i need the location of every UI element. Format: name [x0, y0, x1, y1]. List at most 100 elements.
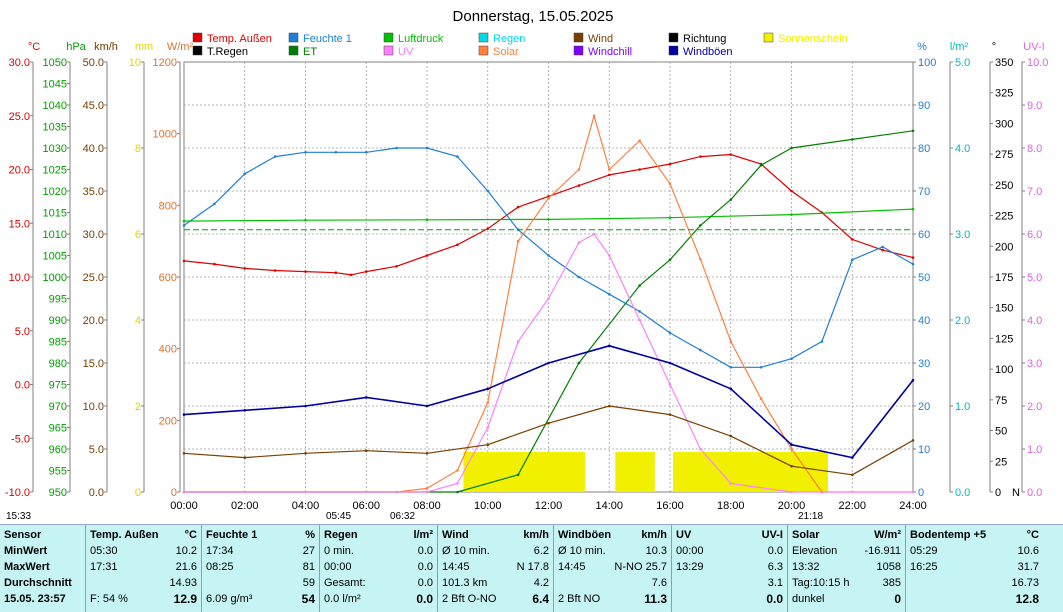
solar-r3-label: Tag:10:15 h [792, 577, 850, 589]
data-point [790, 464, 793, 468]
solar-r1-val: -16.911 [864, 545, 902, 557]
axis-tick-label: 1200 [153, 57, 177, 69]
axis-tick-label: 50 [918, 272, 930, 284]
data-point [759, 163, 763, 167]
axis-unit: hPa [66, 41, 86, 53]
axis-unit: l/m² [950, 41, 969, 53]
axis-tick-label: 350 [995, 57, 1013, 69]
legend-swatch [288, 45, 299, 56]
last-label: 15.05. 23:57 [4, 593, 66, 605]
hum-min-time: 17:34 [206, 545, 234, 557]
wind-r4-label: 2 Bft O-NO [442, 593, 497, 605]
data-point [851, 456, 854, 459]
data-point [365, 449, 368, 453]
data-point [729, 482, 733, 485]
sunshine-bar [673, 452, 828, 492]
axis-tick-label: 1.0 [1027, 444, 1042, 456]
data-point [304, 452, 307, 455]
data-point [456, 155, 459, 158]
gust-last: 11.3 [644, 592, 667, 606]
data-point [790, 443, 793, 447]
uv-r1-label: 00:00 [676, 545, 704, 557]
axis-unit: °C [28, 41, 40, 53]
legend-label: ET [303, 46, 317, 58]
x-tick-label: 12:00 [535, 500, 563, 512]
rain-r4-label: 0.0 l/m² [324, 593, 361, 605]
sun-time-row: 15:33 05:45 06:32 21:18 [0, 511, 1063, 524]
data-point [759, 397, 763, 401]
soil-min-time: 05:29 [910, 545, 938, 557]
gust-r1-val: 10.3 [645, 545, 667, 557]
data-point [638, 284, 641, 287]
legend-label: Luftdruck [398, 33, 444, 45]
axis-tick-label: 400 [159, 344, 177, 356]
axis-tick-label: 100 [995, 364, 1013, 376]
gust-r2-dir: N-NO [614, 561, 643, 573]
legend-swatch [573, 45, 584, 56]
data-point [547, 361, 550, 365]
legend-label: Temp. Außen [207, 33, 272, 45]
legend-swatch [383, 45, 394, 56]
data-point [486, 443, 490, 447]
axis-tick-label: 2.0 [1027, 401, 1042, 413]
data-point [608, 168, 611, 171]
data-point [243, 267, 247, 270]
axis-tick-label: 200 [159, 415, 177, 427]
axis-tick-label: 30 [918, 358, 930, 370]
data-point [851, 258, 854, 262]
legend-swatch [478, 45, 489, 56]
x-tick-label: 18:00 [717, 500, 745, 512]
data-point [577, 184, 581, 187]
axis-tick-label: 40 [918, 315, 930, 327]
x-tick-label: 10:00 [474, 500, 502, 512]
data-point [547, 297, 550, 300]
legend-swatch [192, 32, 203, 43]
legend-label: UV [398, 46, 414, 58]
data-point [349, 273, 353, 277]
series [182, 114, 915, 494]
axis-tick-label: 45.0 [83, 100, 104, 112]
data-point [456, 482, 459, 485]
data-point [577, 361, 581, 365]
x-tick-label: 14:00 [595, 500, 623, 512]
x-tick-label: 16:00 [656, 500, 684, 512]
data-point [304, 404, 307, 408]
data-point [851, 138, 854, 141]
legend-swatch [383, 32, 394, 43]
hum-unit: % [305, 529, 315, 541]
data-point [729, 340, 733, 343]
data-point [911, 439, 915, 442]
axis-tick-label: 200 [995, 241, 1013, 253]
axis-tick-label: 40.0 [83, 143, 104, 155]
data-point [638, 168, 641, 171]
uv-r2-label: 13:29 [676, 561, 704, 573]
stats-panel: Sensor MinWert MaxWert Durchschnitt 15.0… [0, 524, 1063, 612]
solar-unit: W/m² [874, 529, 901, 541]
axis-tick-label: 150 [995, 303, 1013, 315]
solar-r2-val: 1058 [876, 561, 901, 573]
data-point [425, 404, 429, 408]
left-time: 15:33 [6, 511, 32, 522]
axis-unit: ° [992, 41, 996, 53]
gust-unit: km/h [641, 529, 667, 541]
data-point [668, 216, 672, 219]
data-point [334, 151, 338, 154]
solar-last: 0 [894, 592, 901, 606]
data-point [425, 487, 429, 490]
temp-unit: °C [184, 529, 197, 541]
temp-last: 12.9 [173, 592, 197, 606]
axis-tick-label: 20 [918, 401, 930, 413]
stats-rain-col: Regen l/m² 0 min. 0.0 00:00 0.0 Gesamt: 0.0 … [320, 525, 438, 612]
uv-unit: UV-I [761, 529, 783, 541]
temp-min-val: 10.2 [175, 545, 197, 557]
axis-tick-label: 35.0 [83, 186, 104, 198]
axis-tick-label: 10 [129, 57, 141, 69]
axis-tick-label: 5.0 [1027, 272, 1042, 284]
wind-r3-label: 101.3 km [442, 577, 488, 589]
gust-r2-val: 25.7 [645, 561, 667, 573]
data-point [334, 271, 338, 275]
axis-unit: % [917, 41, 927, 53]
data-point [608, 254, 611, 257]
axis-unit: UV-I [1023, 41, 1044, 53]
x-tick-label: 20:00 [778, 500, 806, 512]
